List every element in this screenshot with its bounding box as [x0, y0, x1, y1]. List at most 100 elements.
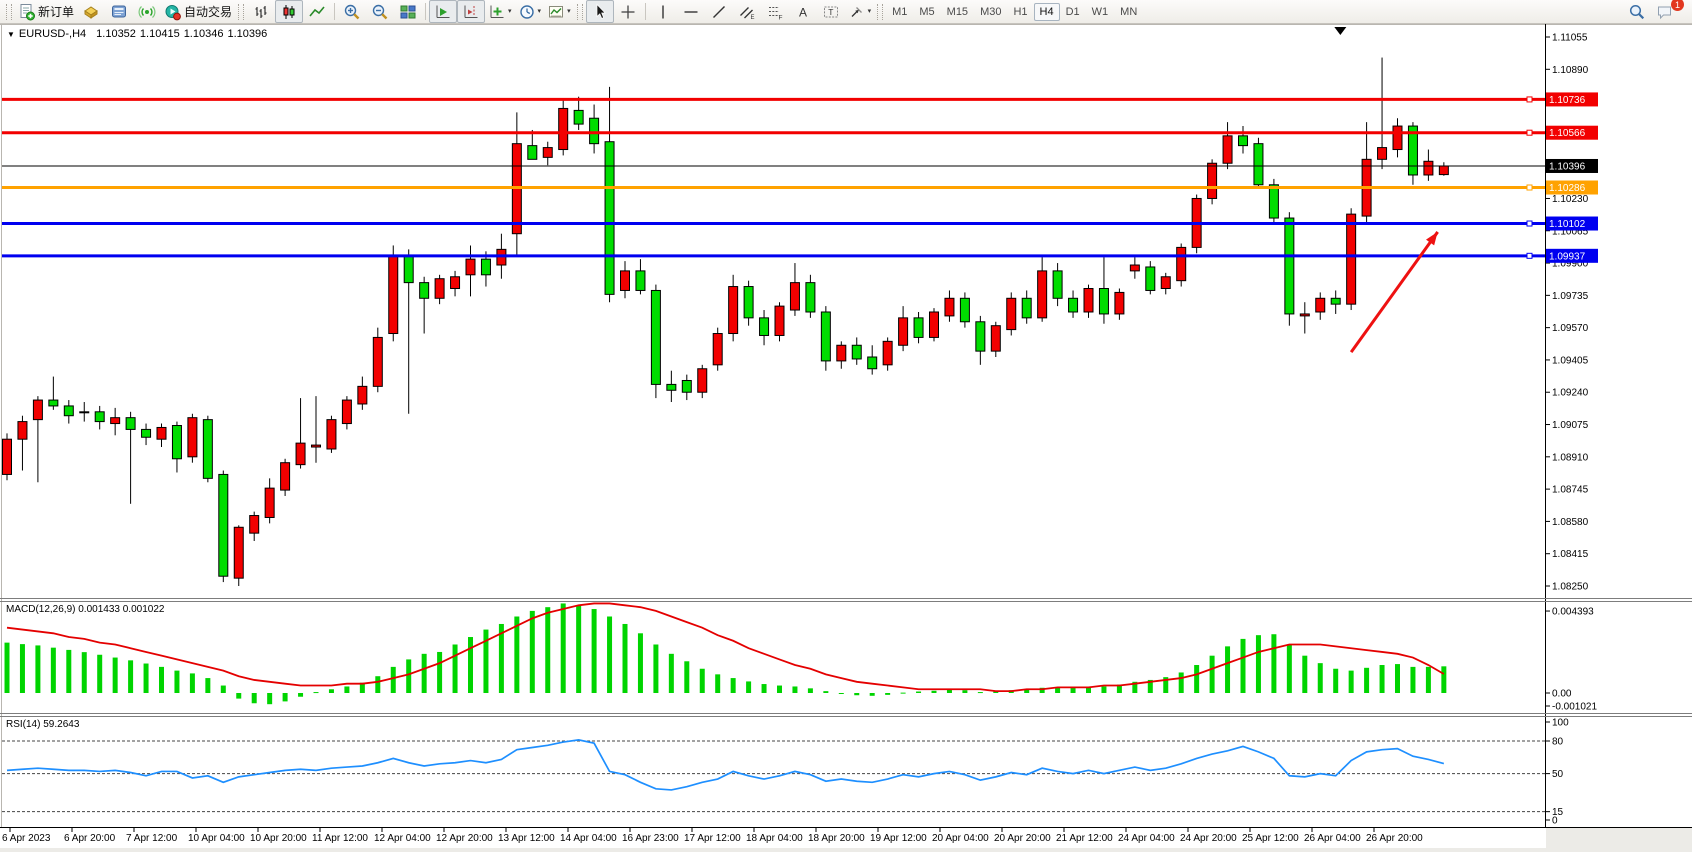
horizontal-line-button[interactable] [677, 0, 705, 23]
svg-text:1.10890: 1.10890 [1552, 65, 1589, 76]
candle [1299, 313, 1310, 317]
candle [125, 417, 136, 430]
timeframe-h1[interactable]: H1 [1013, 5, 1028, 18]
new-order-icon [20, 3, 35, 20]
candle [1098, 288, 1109, 315]
candle [171, 425, 182, 460]
search-icon [1629, 4, 1645, 19]
bar-chart-button[interactable] [247, 0, 275, 23]
templates-button[interactable]: ▾ [544, 0, 574, 23]
chart-shift-button[interactable] [457, 0, 486, 23]
auto-scroll-button[interactable] [429, 0, 458, 23]
candle [2, 438, 12, 475]
tile-windows-button[interactable] [394, 0, 422, 23]
candle [48, 399, 59, 407]
vertical-line-button[interactable] [649, 0, 677, 23]
macd-panel: 0.004393 0.00 -0.001021 [4, 602, 1597, 713]
candlestick-icon [283, 4, 295, 19]
svg-text:0.00: 0.00 [1552, 689, 1572, 700]
timeframe-m15[interactable]: M15 [946, 5, 969, 18]
rsi-panel: 100 80 50 150 [2, 718, 1569, 827]
candle [573, 109, 584, 125]
candlestick-chart-button[interactable] [275, 0, 304, 23]
fibonacci-icon: F [768, 6, 782, 21]
cursor-icon [596, 3, 606, 19]
chart-header: ▼ EURUSD-,H4 1.10352 1.10415 1.10346 1.1… [7, 28, 267, 40]
zoom-in-button[interactable] [338, 0, 366, 23]
ohlc-open: 1.10352 [96, 28, 136, 40]
toolbar-separator [334, 3, 336, 20]
candle [434, 278, 445, 299]
data-window-button[interactable] [105, 0, 133, 23]
arrows-button[interactable]: ▾ [845, 0, 875, 23]
market-watch-button[interactable] [77, 0, 105, 23]
price-axis[interactable]: 1.110551.108901.107251.105601.103951.102… [1545, 33, 1589, 593]
svg-text:1.10230: 1.10230 [1552, 194, 1589, 205]
svg-text:0.004393: 0.004393 [1552, 607, 1594, 618]
line-handle [1526, 129, 1533, 136]
candle [697, 368, 708, 393]
svg-text:12 Apr 04:00: 12 Apr 04:00 [374, 833, 431, 844]
timeframe-m30[interactable]: M30 [980, 5, 1002, 18]
trend-arrow-annotation[interactable] [1349, 231, 1439, 353]
fibonacci-button[interactable]: F [761, 0, 789, 23]
svg-text:1.08910: 1.08910 [1552, 452, 1589, 463]
timeframe-w1[interactable]: W1 [1091, 5, 1109, 18]
svg-text:E: E [750, 15, 754, 21]
candle [465, 258, 476, 276]
candle [1330, 297, 1341, 305]
timeframe-m1[interactable]: M1 [892, 5, 908, 18]
cursor-button[interactable] [585, 0, 614, 23]
candle [589, 117, 600, 145]
text-button[interactable]: A [789, 0, 817, 23]
candle [990, 325, 1001, 352]
chat-button[interactable]: 1 [1651, 0, 1684, 23]
navigator-button[interactable] [133, 0, 161, 23]
candle [728, 286, 739, 335]
svg-text:1.08250: 1.08250 [1552, 581, 1589, 592]
candle [759, 317, 770, 336]
svg-text:50: 50 [1552, 769, 1564, 780]
timeframe-h4[interactable]: H4 [1033, 2, 1060, 21]
svg-text:1.09735: 1.09735 [1552, 291, 1589, 302]
zoom-out-icon [372, 4, 388, 19]
candle [264, 487, 275, 518]
trendline-button[interactable] [705, 0, 733, 23]
autotrading-button[interactable]: 自动交易 [161, 0, 235, 23]
candle [450, 276, 461, 290]
search-button[interactable] [1623, 0, 1651, 23]
line-chart-button[interactable] [303, 0, 331, 23]
svg-text:1.10396: 1.10396 [1549, 161, 1586, 172]
svg-text:24 Apr 20:00: 24 Apr 20:00 [1180, 833, 1237, 844]
candle [743, 286, 754, 319]
indicators-icon [490, 5, 504, 18]
periods-button[interactable]: ▾ [515, 0, 545, 23]
timeframe-mn[interactable]: MN [1120, 5, 1138, 18]
clock-icon [519, 4, 534, 19]
zoom-out-button[interactable] [366, 0, 394, 23]
svg-text:21 Apr 12:00: 21 Apr 12:00 [1056, 833, 1113, 844]
candle [1021, 297, 1032, 319]
svg-text:18 Apr 20:00: 18 Apr 20:00 [808, 833, 865, 844]
symbol-period: EURUSD-,H4 [18, 28, 87, 40]
horizontal-line-icon [684, 10, 698, 13]
crosshair-button[interactable] [614, 0, 642, 23]
candle [650, 289, 661, 385]
text-label-button[interactable]: T [817, 0, 845, 23]
svg-text:6 Apr 20:00: 6 Apr 20:00 [64, 833, 116, 844]
channel-button[interactable]: E [733, 0, 761, 23]
timeframe-m5[interactable]: M5 [919, 5, 935, 18]
chart-frame [0, 24, 1692, 828]
autotrading-label: 自动交易 [184, 5, 233, 19]
timeframe-d1[interactable]: D1 [1065, 5, 1080, 18]
candle [929, 311, 939, 338]
indicators-button[interactable]: ▾ [485, 0, 515, 23]
candle [1392, 125, 1403, 151]
svg-text:80: 80 [1552, 737, 1564, 748]
notification-badge: 1 [1671, 0, 1684, 11]
time-axis[interactable]: 6 Apr 2023 6 Apr 20:00 7 Apr 12:00 10 Apr 0… [2, 827, 1423, 845]
new-order-button[interactable]: 新订单 [15, 0, 77, 23]
candle [558, 107, 569, 151]
line-handle [1526, 252, 1533, 259]
